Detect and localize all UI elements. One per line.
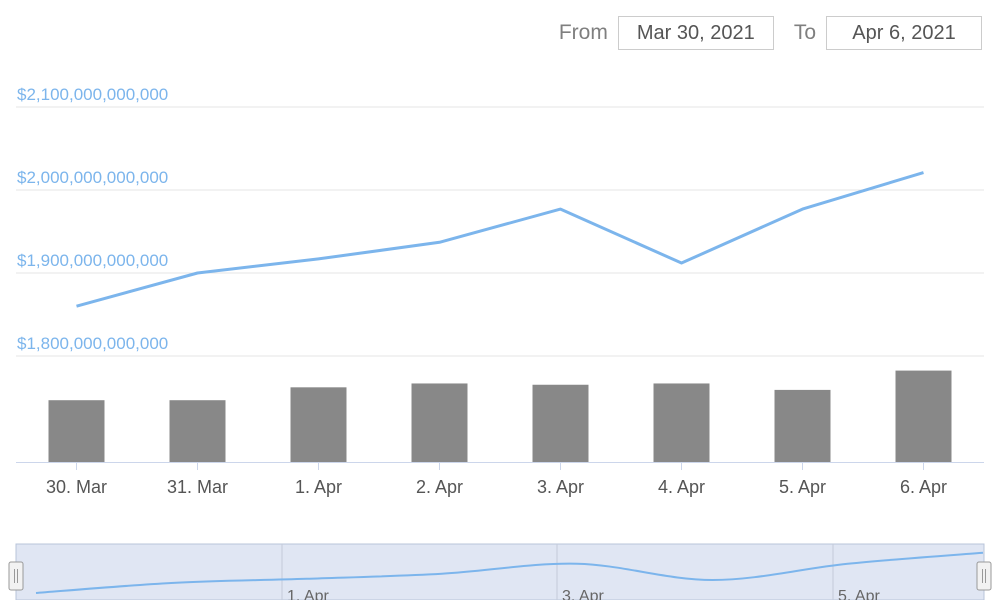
bar xyxy=(774,389,831,462)
x-tick-label: 1. Apr xyxy=(295,477,342,497)
navigator-label: 3. Apr xyxy=(562,588,604,600)
bar xyxy=(532,384,589,462)
from-date-input[interactable] xyxy=(617,16,774,50)
navigator-label: 5. Apr xyxy=(838,588,880,600)
y-tick-label: $2,000,000,000,000 xyxy=(17,168,168,187)
bar xyxy=(411,383,468,462)
x-tick-label: 3. Apr xyxy=(537,477,584,497)
y-tick-label: $1,900,000,000,000 xyxy=(17,251,168,270)
navigator-label: 1. Apr xyxy=(287,588,329,600)
x-tick-label: 2. Apr xyxy=(416,477,463,497)
navigator-handle-right[interactable] xyxy=(976,561,992,591)
to-date-input[interactable] xyxy=(826,16,982,50)
series-line xyxy=(76,171,924,308)
y-tick-label: $1,800,000,000,000 xyxy=(17,334,168,353)
navigator-mask[interactable] xyxy=(15,543,985,600)
to-label: To xyxy=(793,21,816,44)
bar xyxy=(895,370,952,462)
navigator-handle-left[interactable] xyxy=(8,561,24,591)
x-tick-label: 6. Apr xyxy=(900,477,947,497)
from-label: From xyxy=(558,21,608,44)
navigator-series-line xyxy=(35,551,984,594)
x-tick-label: 4. Apr xyxy=(658,477,705,497)
x-tick-label: 5. Apr xyxy=(779,477,826,497)
bar xyxy=(48,400,105,462)
x-tick-label: 31. Mar xyxy=(167,477,228,497)
x-tick-label: 30. Mar xyxy=(46,477,107,497)
bar xyxy=(290,387,347,462)
y-tick-label: $2,100,000,000,000 xyxy=(17,85,168,104)
bar xyxy=(169,400,226,462)
range-selector: From To xyxy=(559,16,982,50)
bar xyxy=(653,383,710,462)
